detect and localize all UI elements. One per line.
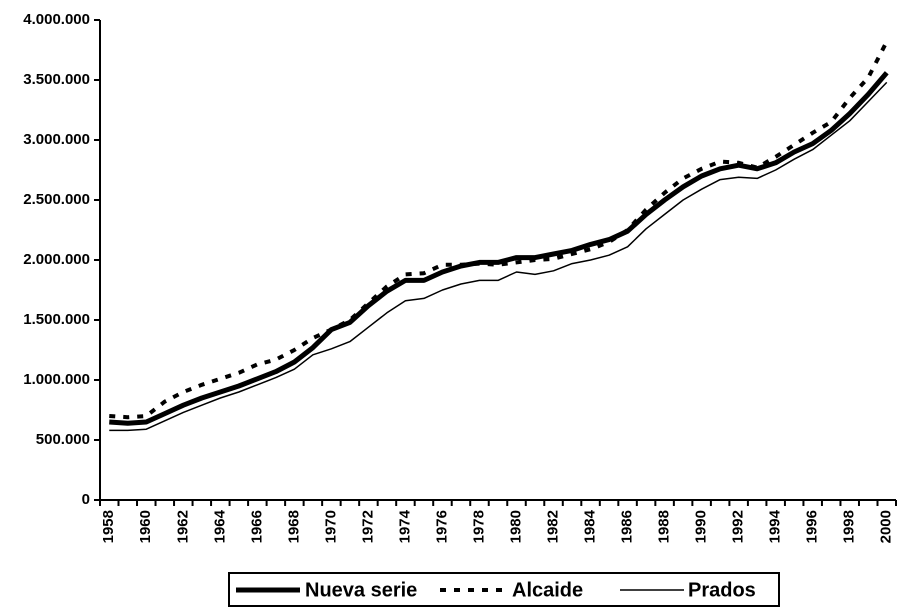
x-tick-label: 1964: [211, 509, 228, 543]
x-tick-label: 1982: [545, 510, 562, 543]
x-tick-label: 1974: [396, 509, 413, 543]
series-line: [109, 40, 889, 420]
legend-label: Alcaide: [512, 579, 583, 601]
x-tick-label: 1990: [693, 510, 710, 543]
y-tick-label: 3.000.000: [23, 131, 90, 148]
y-tick-label: 2.500.000: [23, 191, 90, 208]
y-tick-label: 500.000: [36, 431, 90, 448]
x-tick-label: 1966: [248, 510, 265, 543]
x-tick-label: 1976: [433, 510, 450, 543]
x-tick-label: 1984: [582, 509, 599, 543]
legend-box: [228, 572, 780, 607]
x-tick-label: 1972: [359, 510, 376, 543]
x-tick-label: 1958: [100, 510, 117, 543]
x-tick-label: 1994: [767, 509, 784, 543]
legend-label: Nueva serie: [305, 579, 417, 601]
x-tick-label: 1968: [285, 510, 302, 543]
x-tick-label: 1988: [656, 510, 673, 543]
x-tick-label: 1992: [730, 510, 747, 543]
x-tick-label: 1986: [619, 510, 636, 543]
x-tick-label: 1960: [137, 510, 154, 543]
x-tick-label: 1996: [804, 510, 821, 543]
y-tick-label: 1.000.000: [23, 371, 90, 388]
x-tick-label: 1998: [841, 510, 858, 543]
legend-label: Prados: [688, 579, 756, 601]
series-line: [109, 71, 889, 426]
x-tick-label: 1980: [507, 510, 524, 543]
y-tick-label: 0: [82, 491, 90, 508]
x-tick-label: 1978: [470, 510, 487, 543]
x-tick-label: 1962: [174, 510, 191, 543]
y-tick-label: 3.500.000: [23, 71, 90, 88]
y-tick-label: 2.000.000: [23, 251, 90, 268]
x-tick-label: 2000: [878, 510, 895, 543]
legend: Nueva serie Alcaide Prados: [228, 572, 780, 607]
y-tick-label: 1.500.000: [23, 311, 90, 328]
x-tick-label: 1970: [322, 510, 339, 543]
series-line: [109, 81, 888, 432]
y-tick-label: 4.000.000: [23, 11, 90, 28]
